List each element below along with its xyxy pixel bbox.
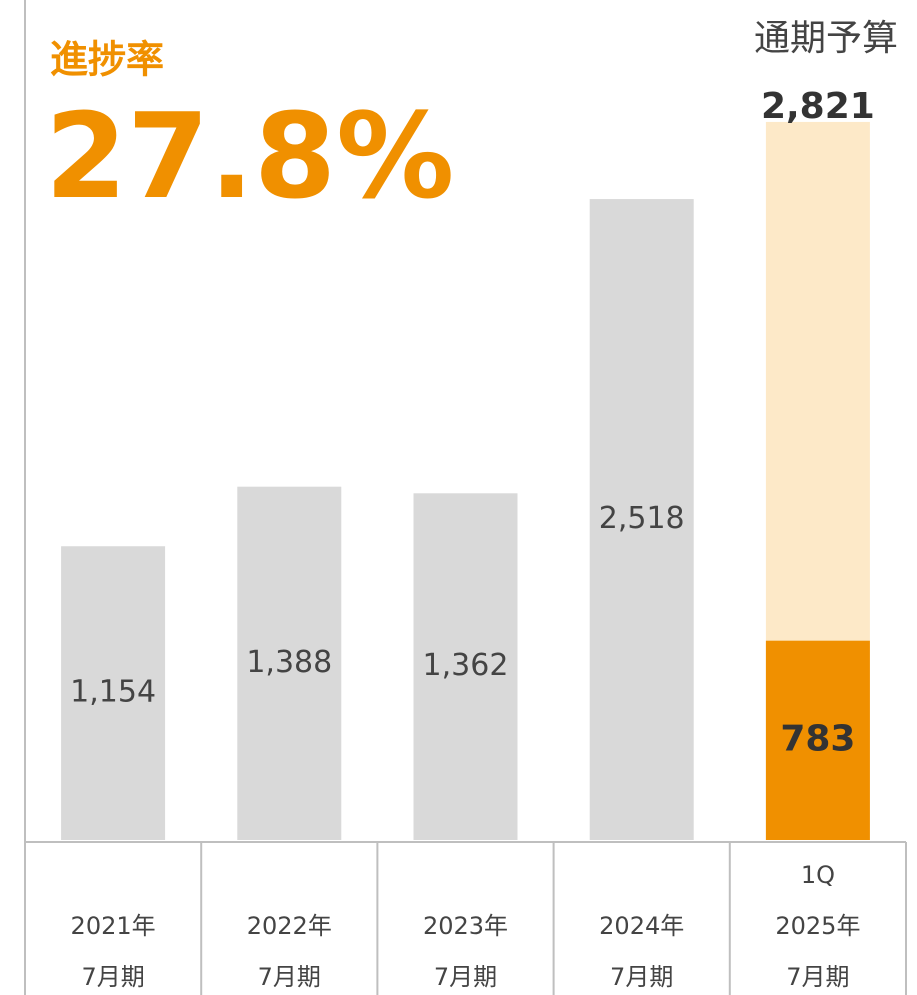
x-tick-label: 7月期 <box>81 963 144 991</box>
bar-value-label: 2,518 <box>599 501 685 536</box>
bar-value-label: 1,362 <box>423 648 509 683</box>
x-tick-label: 7月期 <box>786 963 849 991</box>
budget-value-label: 2,821 <box>761 86 875 127</box>
x-tick-label: 7月期 <box>258 963 321 991</box>
bar-value-label: 1,388 <box>246 645 332 680</box>
progress-label: 進捗率 <box>50 38 164 82</box>
bar <box>237 486 342 840</box>
bar-value-label: 783 <box>780 718 855 759</box>
x-tick-label: 2021年 <box>71 912 156 940</box>
x-tick-label: 2025年 <box>775 912 860 940</box>
bar <box>413 493 518 840</box>
progress-value: 27.8% <box>45 87 454 225</box>
bar <box>765 640 870 840</box>
budget-label: 通期予算 <box>754 18 898 59</box>
x-tick-label: 7月期 <box>434 963 497 991</box>
x-tick-label: 7月期 <box>610 963 673 991</box>
bar <box>61 546 166 840</box>
x-tick-label: 2022年 <box>247 912 332 940</box>
bar <box>589 199 694 840</box>
x-tick-label: 2024年 <box>599 912 684 940</box>
bar-value-label: 1,154 <box>70 675 156 710</box>
x-tick-label: 2023年 <box>423 912 508 940</box>
x-tick-label: 1Q <box>801 861 835 889</box>
